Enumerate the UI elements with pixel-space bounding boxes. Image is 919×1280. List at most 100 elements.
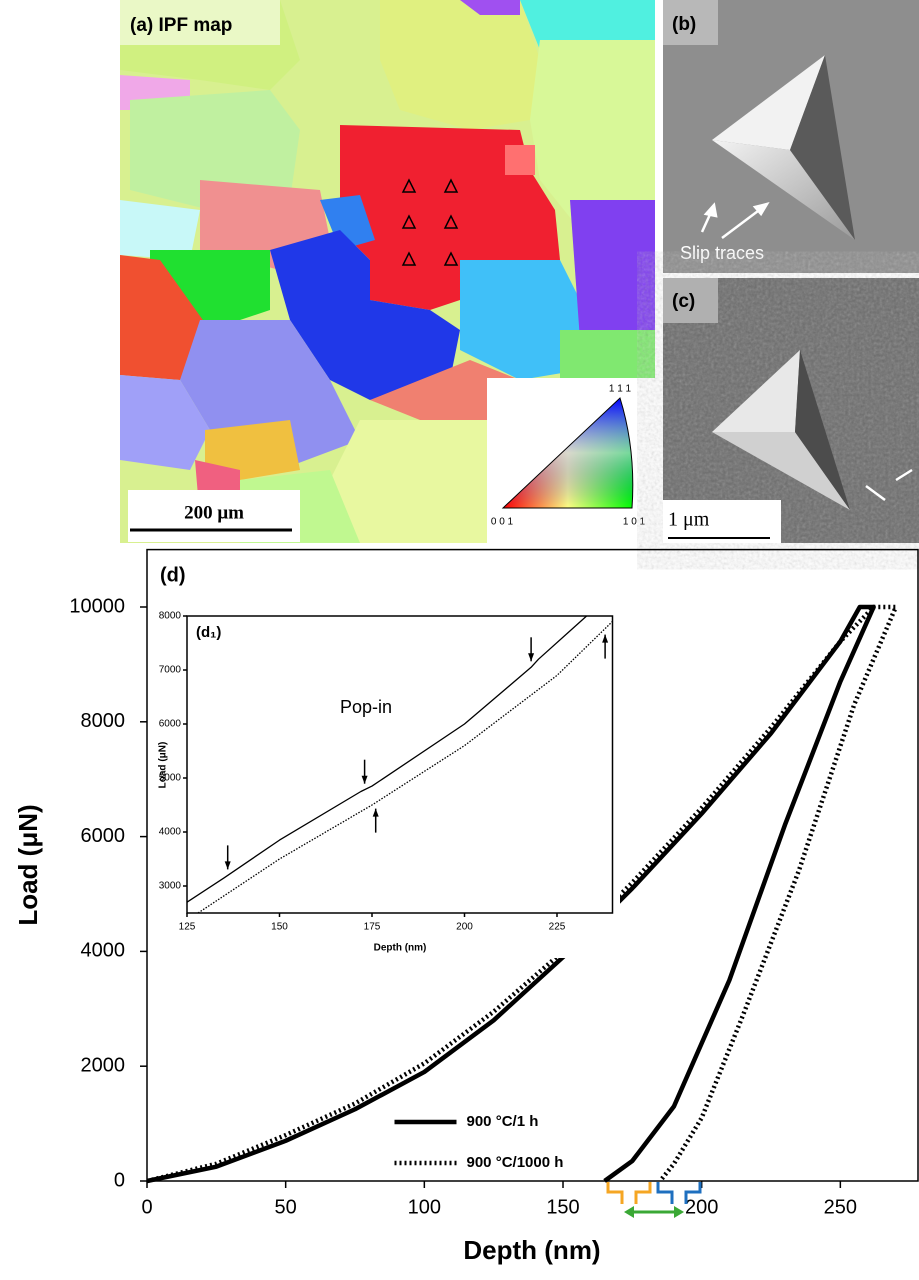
annotation: Pop-in (340, 697, 392, 717)
arrow (865, 484, 886, 502)
x-tick-label: 250 (824, 1196, 857, 1218)
x-tick-label: 200 (456, 922, 473, 933)
x-axis-title: Depth (nm) (463, 1235, 600, 1265)
popin-arrow (224, 845, 231, 870)
label-box (663, 0, 718, 45)
arrow (895, 468, 913, 482)
x-tick-label: 200 (685, 1196, 718, 1218)
popin-arrow-head (224, 861, 231, 870)
indent-face (712, 55, 825, 150)
x-tick-label: 225 (549, 922, 566, 933)
y-tick-label: 6000 (81, 825, 126, 847)
indent-face (790, 55, 855, 240)
plot-frame (146, 548, 919, 1182)
panel-label: (d) (160, 564, 186, 586)
x-tick-label: 100 (408, 1196, 441, 1218)
grain (120, 200, 200, 260)
grain (460, 0, 520, 15)
x-tick-label: 150 (546, 1196, 579, 1218)
x-tick-label: 0 (141, 1196, 152, 1218)
y-tick-label: 2000 (81, 1054, 126, 1076)
ipf-key-label: 1 1 1 (609, 384, 632, 395)
indent-marker (401, 178, 417, 193)
panel-label: (c) (672, 291, 695, 312)
grain (570, 200, 655, 340)
indent-face (712, 432, 850, 510)
scale-label: 1 μm (668, 509, 710, 531)
grain (370, 360, 520, 420)
inset-chart: 125 150 175 200 225 3000 4000 5000 6000 7000 8000 D… (158, 611, 614, 954)
y-tick-label: 10000 (69, 595, 125, 617)
indent-marker (443, 251, 459, 266)
inset-background (160, 598, 620, 958)
indent-face (712, 350, 800, 432)
label-box (120, 0, 280, 45)
indent-marker (443, 178, 459, 193)
y-axis-title: Load (μN) (158, 742, 169, 789)
popin-arrow-head (602, 634, 609, 643)
scale-box (663, 500, 781, 543)
ipf-key-label: 1 0 1 (623, 517, 646, 528)
main-chart: 0 50 100 150 200 250 0 2000 4000 6000 8000 10000 Dep… (13, 548, 919, 1265)
arrows (700, 202, 770, 239)
indent-marker (401, 214, 417, 229)
x-tick-label: 150 (271, 922, 288, 933)
arrow (721, 207, 763, 239)
annotation: Slip traces (680, 243, 764, 263)
indent-marker (401, 251, 417, 266)
popin-arrow (372, 808, 379, 833)
ipf-map (120, 0, 655, 543)
arrow-head (703, 202, 718, 218)
series-line (146, 604, 876, 1184)
series-line (146, 604, 899, 1184)
bracket (656, 1182, 702, 1204)
x-axis-title: Depth (nm) (374, 943, 427, 954)
popin-arrow-head (372, 808, 379, 817)
ipf-key-label: 0 0 1 (491, 517, 514, 528)
arrow-head (624, 1206, 634, 1218)
legend-label: 900 °C/1 h (467, 1113, 539, 1130)
indent-face (795, 350, 850, 510)
popin-arrow (361, 759, 368, 784)
panel-label: (b) (672, 14, 696, 35)
popin-arrow-head (528, 653, 535, 662)
indent-face (712, 140, 855, 240)
grain (505, 145, 535, 175)
scale-box (128, 490, 300, 542)
grain (120, 375, 210, 470)
panel-label: (d₁) (196, 624, 221, 641)
panel-label: (a) IPF map (130, 15, 232, 36)
popin-arrow-head (361, 775, 368, 784)
y-tick-label: 3000 (159, 881, 182, 892)
y-tick-label: 0 (114, 1169, 125, 1191)
grain (530, 40, 655, 230)
arrow-head (674, 1206, 684, 1218)
arrows (865, 468, 913, 502)
grain (270, 230, 460, 400)
label-box (663, 278, 718, 323)
grain (380, 0, 540, 130)
ipf-key-overlay (501, 397, 634, 509)
y-axis-title: Load (μN) (13, 804, 43, 925)
y-tick-label: 8000 (81, 710, 126, 732)
y-tick-label: 8000 (159, 611, 182, 622)
grain (130, 90, 300, 210)
grain (330, 420, 487, 543)
grain (460, 260, 580, 380)
popin-arrow (528, 637, 535, 662)
grain (320, 195, 375, 250)
x-tick-label: 50 (275, 1196, 297, 1218)
grain (560, 330, 655, 380)
plot-frame (186, 615, 614, 914)
y-tick-label: 7000 (159, 665, 182, 676)
grain (120, 255, 210, 380)
series-line (197, 620, 613, 914)
grain (205, 420, 300, 480)
y-tick-label: 6000 (159, 719, 182, 730)
y-tick-label: 5000 (159, 773, 182, 784)
y-tick-label: 4000 (81, 940, 126, 962)
y-tick-label: 4000 (159, 827, 182, 838)
indent-marker (443, 214, 459, 229)
